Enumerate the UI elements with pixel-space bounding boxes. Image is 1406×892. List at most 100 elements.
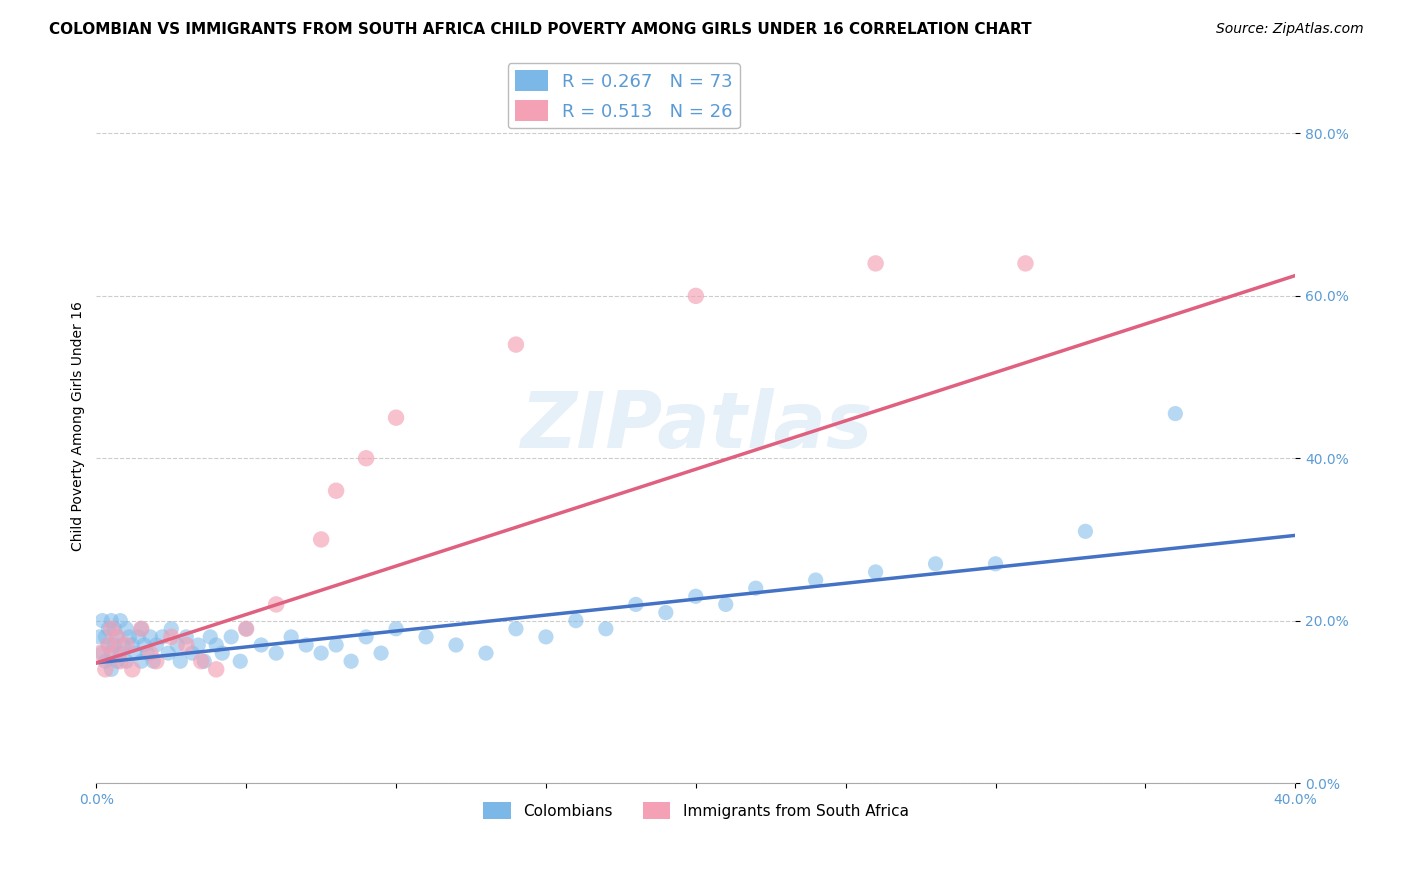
Point [110, 614, 132, 628]
Point [103, 622, 125, 636]
Point [131, 622, 153, 636]
Point [211, 646, 233, 660]
Point [181, 646, 204, 660]
Point [804, 573, 827, 587]
Point [1164, 407, 1187, 421]
Point [219, 630, 242, 644]
Point [100, 622, 122, 636]
Point [309, 533, 332, 547]
Point [984, 557, 1007, 571]
Point [655, 606, 678, 620]
Point [309, 646, 332, 660]
Point [415, 630, 437, 644]
Point [100, 662, 122, 676]
Point [94, 654, 117, 668]
Point [136, 646, 159, 660]
Point [235, 622, 257, 636]
Point [145, 654, 167, 668]
Point [166, 638, 188, 652]
Point [94, 662, 117, 676]
Point [1074, 524, 1097, 539]
Point [105, 630, 128, 644]
Point [150, 630, 173, 644]
Point [505, 622, 527, 636]
Point [325, 483, 347, 498]
Point [174, 630, 197, 644]
Point [187, 638, 209, 652]
Text: ZIPatlas: ZIPatlas [520, 388, 872, 464]
Point [124, 646, 146, 660]
Point [370, 646, 392, 660]
Point [105, 630, 128, 644]
Point [235, 622, 257, 636]
Point [105, 654, 128, 668]
Point [385, 410, 408, 425]
Point [121, 662, 143, 676]
Point [340, 654, 363, 668]
Point [94, 630, 117, 644]
Point [685, 289, 707, 303]
Point [205, 662, 228, 676]
Point [103, 638, 125, 652]
Point [250, 638, 273, 652]
Point [595, 622, 617, 636]
Point [565, 614, 588, 628]
Point [131, 654, 153, 668]
Point [139, 630, 162, 644]
Point [385, 622, 408, 636]
Point [89, 646, 111, 660]
Text: Source: ZipAtlas.com: Source: ZipAtlas.com [1216, 22, 1364, 37]
Point [354, 630, 377, 644]
Point [174, 638, 197, 652]
Point [1014, 256, 1036, 270]
Point [115, 654, 138, 668]
Point [200, 630, 222, 644]
Point [475, 646, 498, 660]
Point [205, 638, 228, 652]
Point [264, 598, 287, 612]
Point [295, 638, 318, 652]
Point [193, 654, 215, 668]
Point [865, 256, 887, 270]
Point [924, 557, 946, 571]
Point [139, 646, 162, 660]
Point [110, 654, 132, 668]
Point [157, 646, 180, 660]
Point [127, 630, 149, 644]
Point [624, 598, 647, 612]
Point [685, 589, 707, 603]
Point [325, 638, 347, 652]
Point [100, 614, 122, 628]
Point [714, 598, 737, 612]
Point [145, 638, 167, 652]
Point [89, 630, 111, 644]
Point [264, 646, 287, 660]
Point [100, 646, 122, 660]
Point [505, 337, 527, 351]
Text: COLOMBIAN VS IMMIGRANTS FROM SOUTH AFRICA CHILD POVERTY AMONG GIRLS UNDER 16 COR: COLOMBIAN VS IMMIGRANTS FROM SOUTH AFRIC… [49, 22, 1032, 37]
Point [134, 638, 156, 652]
Point [103, 646, 125, 660]
Point [131, 622, 153, 636]
Point [354, 451, 377, 466]
Point [534, 630, 557, 644]
Point [444, 638, 467, 652]
Point [280, 630, 302, 644]
Point [160, 622, 183, 636]
Point [160, 630, 183, 644]
Point [115, 622, 138, 636]
Point [169, 654, 191, 668]
Point [865, 565, 887, 579]
Point [91, 614, 114, 628]
Point [97, 638, 120, 652]
Point [142, 654, 165, 668]
Point [112, 638, 135, 652]
Y-axis label: Child Poverty Among Girls Under 16: Child Poverty Among Girls Under 16 [72, 301, 86, 550]
Point [110, 646, 132, 660]
Point [121, 638, 143, 652]
Point [97, 638, 120, 652]
Point [229, 654, 252, 668]
Point [190, 654, 212, 668]
Point [745, 581, 768, 595]
Legend: Colombians, Immigrants from South Africa: Colombians, Immigrants from South Africa [477, 796, 915, 825]
